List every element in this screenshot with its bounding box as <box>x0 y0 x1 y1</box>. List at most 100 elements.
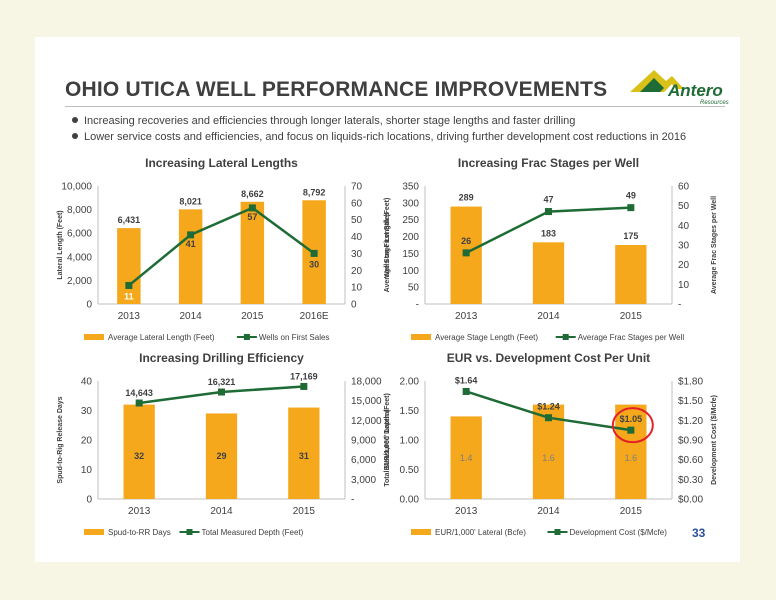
y2-tick-label: 9,000 <box>351 436 376 447</box>
x-tick-label: 2014 <box>537 311 560 322</box>
y2-tick-label: - <box>678 300 681 311</box>
x-tick-label: 2014 <box>210 506 233 517</box>
y-tick-label: 40 <box>81 377 93 388</box>
legend-bar-swatch <box>84 529 104 535</box>
bar-data-label: 31 <box>299 451 309 461</box>
line-point <box>187 231 195 239</box>
y-tick-label: 0.50 <box>400 465 420 476</box>
y2-tick-label: 40 <box>351 232 363 243</box>
line-data-label: 16,321 <box>208 377 236 387</box>
chart-drilling-efficiency: Increasing Drilling Efficiency 0 10 20 30 40 -… <box>57 351 391 537</box>
y-tick-label: 50 <box>408 283 420 294</box>
line-data-label: 11 <box>124 291 134 301</box>
bullet-item: Increasing recoveries and efficiencies t… <box>72 115 575 127</box>
y-tick-label: 4,000 <box>67 252 92 263</box>
x-tick-label: 2013 <box>455 506 478 517</box>
y2-tick-label: $0.90 <box>678 436 703 447</box>
y2-axis-label: Total Measured Depth (Feet) <box>384 393 391 487</box>
mountain-logo-icon <box>630 70 684 92</box>
y2-axis-label: Wells on First Sales <box>384 212 391 278</box>
highlight-circle <box>611 407 654 444</box>
line-point <box>300 382 308 390</box>
line-point <box>627 426 635 434</box>
line-data-label: 30 <box>309 259 319 269</box>
y2-tick-label: $0.30 <box>678 475 703 486</box>
legend-bar-label: EUR/1,000' Lateral (Bcfe) <box>435 528 526 537</box>
y2-tick-label: 40 <box>678 221 690 232</box>
x-tick-label: 2013 <box>118 311 141 322</box>
y2-tick-label: 6,000 <box>351 455 376 466</box>
y-tick-label: 6,000 <box>67 229 92 240</box>
bar-data-label: 29 <box>216 451 226 461</box>
y2-tick-label: 3,000 <box>351 475 376 486</box>
y2-tick-label: 12,000 <box>351 416 382 427</box>
slide-title: OHIO UTICA WELL PERFORMANCE IMPROVEMENTS <box>65 78 608 101</box>
bar <box>117 228 141 304</box>
y-tick-label: 250 <box>402 215 419 226</box>
legend-bar-swatch <box>84 334 104 340</box>
y2-tick-label: 70 <box>351 182 363 193</box>
title-divider <box>65 106 725 107</box>
y2-tick-label: 18,000 <box>351 377 382 388</box>
bar <box>532 242 565 304</box>
legend-line-label: Development Cost ($/Mcfe) <box>570 528 668 537</box>
y-tick-label: 200 <box>402 232 419 243</box>
x-tick-label: 2014 <box>180 311 203 322</box>
y-tick-label: 10,000 <box>61 182 92 193</box>
bar <box>450 416 482 499</box>
legend-bar-swatch <box>411 334 431 340</box>
line-point <box>627 204 635 212</box>
y-tick-label: 100 <box>402 266 419 277</box>
x-tick-label: 2015 <box>293 506 316 517</box>
y2-tick-label: - <box>351 495 354 506</box>
y2-axis-label: Average Frac Stages per Well <box>711 196 718 294</box>
bullet-dot-icon <box>72 117 78 124</box>
line-data-label: $1.64 <box>455 375 478 385</box>
logo-subtext: Resources <box>700 100 729 106</box>
legend-line-label: Total Measured Depth (Feet) <box>202 528 304 537</box>
bar-data-label: 1.6 <box>542 453 555 463</box>
bar <box>615 404 647 499</box>
bar-data-label: 289 <box>459 193 474 203</box>
y-axis-label: Average Stage Length (Feet) <box>384 198 391 293</box>
y-tick-label: 1.50 <box>400 406 420 417</box>
chart-title: Increasing Lateral Lengths <box>145 156 298 170</box>
page-number: 33 <box>692 526 706 540</box>
line-data-label: 57 <box>247 212 257 222</box>
y-tick-label: 10 <box>81 465 93 476</box>
legend-bar-label: Average Lateral Length (Feet) <box>108 333 215 342</box>
bullet-dot-icon <box>72 133 78 140</box>
bullet-text: Increasing recoveries and efficiencies t… <box>84 115 576 127</box>
y-tick-label: 150 <box>402 249 419 260</box>
line-point <box>545 414 552 422</box>
chart-lateral-lengths: Increasing Lateral Lengths 0 2,000 4,000 6,0… <box>57 156 391 342</box>
y2-tick-label: 30 <box>678 241 690 252</box>
y-tick-label: 0 <box>86 495 92 506</box>
bar <box>288 407 320 499</box>
line-data-label: $1.24 <box>537 402 560 412</box>
chart-title: Increasing Frac Stages per Well <box>458 156 639 170</box>
bar <box>178 209 203 304</box>
y2-axis-label: Development Cost ($/Mcfe) <box>711 395 718 485</box>
y2-tick-label: $0.00 <box>678 495 703 506</box>
y-tick-label: 8,000 <box>67 205 92 216</box>
legend-line-label: Wells on First Sales <box>259 333 330 342</box>
y-axis-label: EUR/1,000' Lateral <box>384 410 391 471</box>
y2-tick-label: 20 <box>351 266 363 277</box>
legend-line-marker <box>243 334 250 340</box>
y2-tick-label: 0 <box>351 300 357 311</box>
legend-line-marker <box>554 529 561 535</box>
bar-data-label: 8,792 <box>303 187 326 197</box>
y-tick-label: - <box>416 300 419 311</box>
legend-bar-swatch <box>411 529 431 535</box>
line-point <box>310 249 318 257</box>
legend-bar-label: Average Stage Length (Feet) <box>435 333 538 342</box>
slide-border-left <box>0 0 35 600</box>
bar <box>205 413 238 499</box>
x-tick-label: 2013 <box>455 311 478 322</box>
logo-text: Antero <box>667 81 723 100</box>
antero-logo: Antero Resources <box>630 70 729 106</box>
bar-data-label: 175 <box>623 231 638 241</box>
y2-tick-label: $1.50 <box>678 396 703 407</box>
line-data-label: $1.05 <box>620 414 643 424</box>
